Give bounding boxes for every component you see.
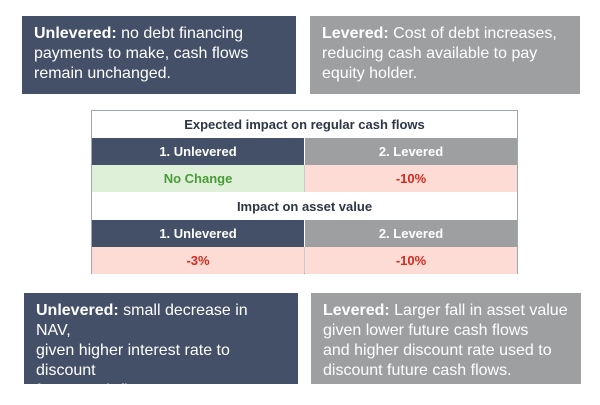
- asset-value-levered-value: -10%: [305, 247, 517, 274]
- unlevered-cash-flow-line-2: payments to make, cash flows: [34, 45, 249, 62]
- unlevered-asset-value-line-3: future cash flows.: [36, 382, 161, 399]
- levered-asset-value-line-2: given lower future cash flows: [323, 322, 529, 339]
- levered-cash-flow-note: Levered: Cost of debt increases, reducin…: [310, 16, 580, 94]
- asset-value-unlevered-value: -3%: [92, 247, 304, 274]
- cash-flow-value-divider: [304, 165, 305, 192]
- cash-flow-value-row: No Change -10%: [92, 165, 517, 192]
- levered-asset-value-line-3: and higher discount rate used to: [323, 342, 552, 359]
- levered-asset-value-note: Levered: Larger fall in asset value give…: [311, 293, 581, 384]
- asset-value-section-title: Impact on asset value: [236, 199, 373, 214]
- levered-cash-flow-line-3: equity holder.: [322, 65, 418, 82]
- unlevered-cash-flow-line-1: no debt financing: [121, 25, 244, 42]
- cash-flow-unlevered-value: No Change: [92, 165, 304, 192]
- unlevered-asset-value-line-2: given higher interest rate to discount: [36, 342, 230, 379]
- asset-value-col-levered: 2. Levered: [305, 220, 517, 247]
- asset-value-header-row: 1. Unlevered 2. Levered: [92, 220, 517, 247]
- cash-flow-header-row: 1. Unlevered 2. Levered: [92, 138, 517, 165]
- asset-value-col-unlevered: 1. Unlevered: [92, 220, 304, 247]
- levered-cash-flow-lead: Levered:: [322, 25, 389, 42]
- levered-cash-flow-line-1: Cost of debt increases,: [393, 25, 557, 42]
- unlevered-asset-value-note: Unlevered: small decrease in NAV, given …: [24, 293, 298, 399]
- cash-flow-levered-value: -10%: [305, 165, 517, 192]
- unlevered-cash-flow-note: Unlevered: no debt financing payments to…: [22, 16, 296, 94]
- levered-asset-value-line-1: Larger fall in asset value: [394, 302, 568, 319]
- asset-value-value-divider: [304, 247, 305, 273]
- cash-flow-col-unlevered: 1. Unlevered: [92, 138, 304, 165]
- levered-asset-value-lead: Levered:: [323, 302, 390, 319]
- levered-asset-value-line-4: discount future cash flows.: [323, 362, 512, 379]
- unlevered-cash-flow-lead: Unlevered:: [34, 25, 117, 42]
- unlevered-asset-value-lead: Unlevered:: [36, 302, 119, 319]
- impact-table: Expected impact on regular cash flows 1.…: [91, 110, 518, 274]
- levered-cash-flow-line-2: reducing cash available to pay: [322, 45, 538, 62]
- cash-flow-section-title-row: Expected impact on regular cash flows: [92, 111, 517, 138]
- asset-value-value-row: -3% -10%: [92, 247, 517, 274]
- cash-flow-section-title: Expected impact on regular cash flows: [184, 117, 425, 132]
- asset-value-section-title-row: Impact on asset value: [92, 193, 517, 220]
- unlevered-cash-flow-line-3: remain unchanged.: [34, 65, 171, 82]
- unlevered-asset-value-line-1: small decrease in NAV,: [36, 302, 248, 339]
- cash-flow-col-levered: 2. Levered: [305, 138, 517, 165]
